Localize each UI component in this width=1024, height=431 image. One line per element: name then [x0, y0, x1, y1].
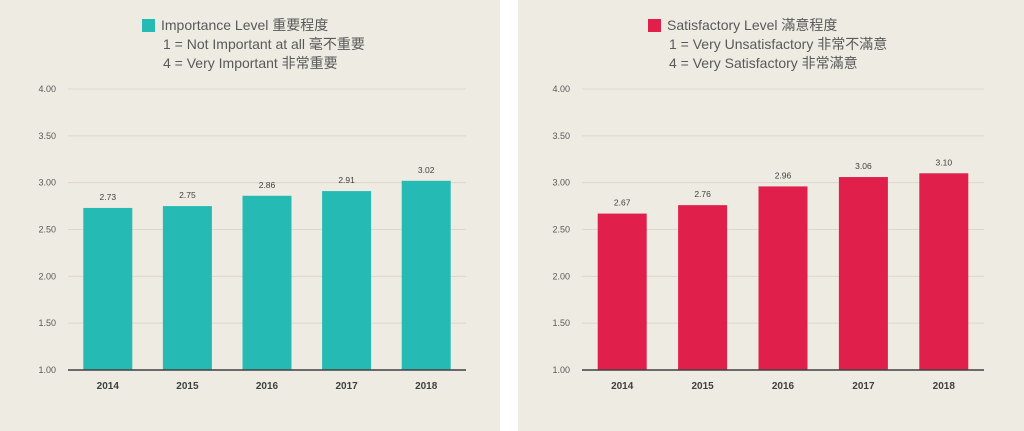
- data-label: 2.67: [614, 198, 631, 208]
- data-label: 3.02: [418, 165, 435, 175]
- data-label: 3.10: [936, 157, 953, 167]
- importance-legend-label: Importance Level 重要程度: [161, 17, 329, 33]
- satisfactory-bar-chart: 1.00 1.50 2.00 2.50 3.00 3.50 4.00 2.67 2014 2.76…: [552, 84, 984, 392]
- y-tick-label: 1.00: [552, 365, 570, 375]
- y-tick-label: 2.00: [552, 271, 570, 281]
- satisfactory-bar-2016: [758, 186, 808, 370]
- data-label: 2.91: [338, 175, 355, 185]
- importance-bar-2015: [162, 206, 212, 370]
- importance-legend-note-min: 1 = Not Important at all 毫不重要: [163, 36, 365, 52]
- importance-bar-2016: [242, 195, 292, 370]
- importance-legend-note-max: 4 = Very Important 非常重要: [163, 55, 338, 71]
- satisfactory-bar-2014: [597, 213, 647, 370]
- x-tick-label: 2018: [933, 381, 956, 392]
- satisfactory-legend-label: Satisfactory Level 滿意程度: [667, 17, 838, 33]
- importance-bar-chart: 1.00 1.50 2.00 2.50 3.00 3.50 4.00 2.73 2014 2.75…: [38, 84, 466, 392]
- x-tick-label: 2017: [335, 381, 358, 392]
- x-tick-label: 2016: [772, 381, 795, 392]
- y-tick-label: 4.00: [552, 84, 570, 94]
- x-tick-label: 2014: [611, 381, 634, 392]
- y-tick-label: 3.00: [552, 178, 570, 188]
- satisfactory-bar-2015: [678, 205, 728, 370]
- data-label: 2.75: [179, 190, 196, 200]
- satisfactory-legend: Satisfactory Level 滿意程度 1 = Very Unsatis…: [648, 16, 888, 73]
- satisfactory-chart-panel: Satisfactory Level 滿意程度 1 = Very Unsatis…: [518, 0, 1024, 431]
- importance-bar-2017: [322, 191, 372, 370]
- importance-legend-swatch: [142, 19, 155, 32]
- y-tick-label: 2.50: [552, 225, 570, 235]
- y-tick-label: 1.50: [552, 318, 570, 328]
- x-tick-label: 2018: [415, 381, 438, 392]
- y-tick-label: 1.00: [38, 365, 56, 375]
- y-tick-label: 2.00: [38, 271, 56, 281]
- satisfactory-legend-note-max: 4 = Very Satisfactory 非常滿意: [669, 55, 858, 71]
- satisfactory-legend-swatch: [648, 19, 661, 32]
- satisfactory-bar-2017: [838, 177, 888, 370]
- x-tick-label: 2017: [852, 381, 875, 392]
- y-tick-label: 3.50: [552, 131, 570, 141]
- y-tick-label: 3.00: [38, 178, 56, 188]
- satisfactory-bar-2018: [919, 173, 969, 370]
- x-tick-label: 2015: [176, 381, 199, 392]
- satisfactory-legend-note-min: 1 = Very Unsatisfactory 非常不滿意: [669, 36, 888, 52]
- data-label: 2.76: [694, 189, 711, 199]
- y-tick-label: 4.00: [38, 84, 56, 94]
- y-tick-label: 2.50: [38, 225, 56, 235]
- data-label: 3.06: [855, 161, 872, 171]
- x-tick-label: 2015: [691, 381, 714, 392]
- y-tick-label: 3.50: [38, 131, 56, 141]
- y-tick-label: 1.50: [38, 318, 56, 328]
- data-label: 2.96: [775, 170, 792, 180]
- data-label: 2.73: [100, 192, 117, 202]
- x-tick-label: 2016: [256, 381, 279, 392]
- importance-bar-2018: [401, 180, 451, 370]
- x-tick-label: 2014: [97, 381, 120, 392]
- data-label: 2.86: [259, 180, 276, 190]
- importance-bar-2014: [83, 207, 133, 370]
- importance-legend: Importance Level 重要程度 1 = Not Important …: [142, 16, 365, 73]
- importance-chart-panel: Importance Level 重要程度 1 = Not Important …: [0, 0, 500, 431]
